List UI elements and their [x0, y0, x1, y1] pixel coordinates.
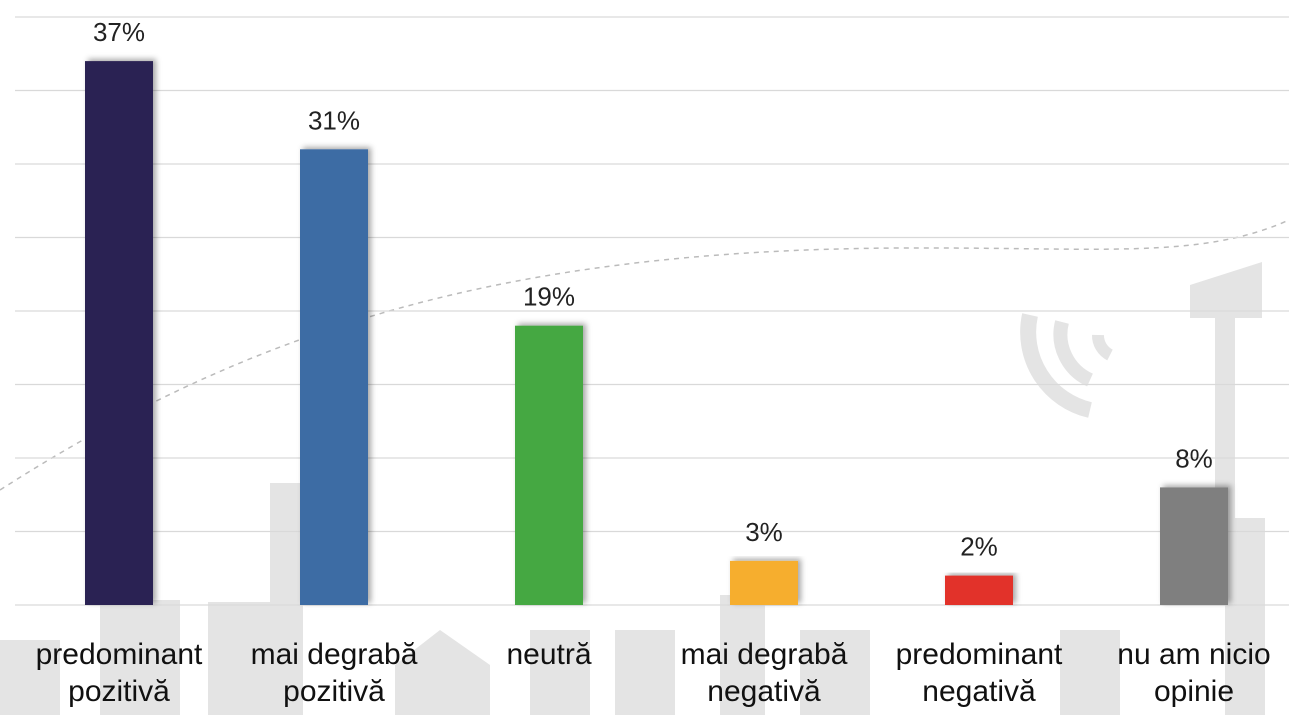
bar — [85, 61, 153, 605]
x-tick-label: mai degrabă pozitivă — [227, 636, 442, 710]
bar — [300, 149, 368, 605]
x-tick-label: mai degrabă negativă — [657, 636, 872, 710]
bar — [730, 561, 798, 605]
chart: 37%31%19%3%2%8% predominant pozitivămai … — [0, 0, 1289, 715]
bar — [515, 326, 583, 605]
bar — [1160, 487, 1228, 605]
value-label: 37% — [93, 17, 145, 47]
value-label: 31% — [308, 105, 360, 135]
value-label: 2% — [960, 532, 998, 562]
x-tick-label: nu am nicio opinie — [1087, 636, 1289, 710]
x-tick-label: neutră — [442, 636, 657, 673]
x-tick-label: predominant pozitivă — [12, 636, 227, 710]
background-arc — [0, 220, 1289, 490]
bar — [945, 576, 1013, 605]
value-label: 3% — [745, 517, 783, 547]
value-label: 8% — [1175, 443, 1213, 473]
value-label: 19% — [523, 282, 575, 312]
chart-canvas: 37% 31% 19% 3% 2% 8% — [0, 0, 1289, 715]
grid — [15, 17, 1289, 605]
x-tick-label: predominant negativă — [872, 636, 1087, 710]
